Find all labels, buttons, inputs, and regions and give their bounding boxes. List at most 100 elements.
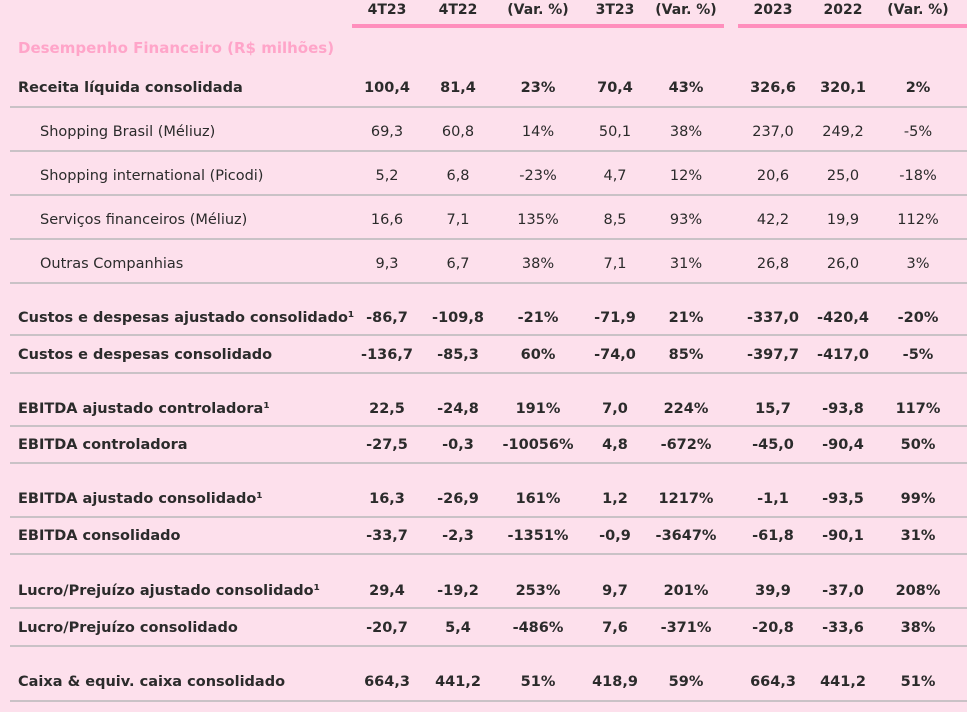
cell-var-q: 60% <box>520 347 556 363</box>
cell-2022: -33,6 <box>822 620 864 636</box>
cell-4t22: 7,1 <box>446 212 470 228</box>
row-separator <box>10 372 967 374</box>
col-header-var-y: (Var. %) <box>887 2 949 18</box>
cell-4t23: 16,3 <box>369 491 405 507</box>
cell-2022: 249,2 <box>822 124 864 140</box>
cell-var-3t: 201% <box>663 583 709 599</box>
cell-2022: -420,4 <box>817 310 869 326</box>
cell-var-q: 253% <box>515 583 561 599</box>
cell-3t23: 4,8 <box>602 437 628 453</box>
cell-var-3t: 21% <box>668 310 704 326</box>
cell-2023: 42,2 <box>756 212 790 228</box>
cell-3t23: 1,2 <box>602 491 628 507</box>
row-label: Lucro/Prejuízo ajustado consolidado¹ <box>18 583 320 599</box>
cell-2022: -93,8 <box>822 401 864 417</box>
cell-3t23: 50,1 <box>598 124 632 140</box>
cell-var-3t: 1217% <box>658 491 714 507</box>
cell-2023: 20,6 <box>756 168 790 184</box>
cell-3t23: 8,5 <box>603 212 627 228</box>
header-underline-quarter <box>352 24 724 28</box>
cell-2023: 39,9 <box>755 583 791 599</box>
cell-2022: -417,0 <box>817 347 869 363</box>
cell-var-q: 38% <box>521 256 555 272</box>
row-label: Custos e despesas ajustado consolidado¹ <box>18 310 355 326</box>
cell-2023: -20,8 <box>752 620 794 636</box>
cell-4t23: 22,5 <box>369 401 405 417</box>
cell-4t22: -19,2 <box>437 583 479 599</box>
table-row: Custos e despesas ajustado consolidado¹ … <box>0 308 967 348</box>
cell-2023: -45,0 <box>752 437 794 453</box>
cell-var-q: 191% <box>515 401 561 417</box>
row-separator <box>10 238 967 240</box>
row-separator <box>10 106 967 108</box>
cell-2023: 26,8 <box>756 256 790 272</box>
cell-var-y: -5% <box>903 124 933 140</box>
cell-var-q: 51% <box>520 674 556 690</box>
cell-var-3t: 93% <box>669 212 703 228</box>
cell-var-3t: -672% <box>660 437 712 453</box>
cell-2022: -90,1 <box>822 528 864 544</box>
cell-2022: 320,1 <box>820 80 866 96</box>
cell-var-y: 51% <box>900 674 936 690</box>
cell-var-y: -5% <box>902 347 934 363</box>
row-separator <box>10 334 967 336</box>
row-label: Lucro/Prejuízo consolidado <box>18 620 238 636</box>
cell-2022: 26,0 <box>826 256 860 272</box>
table-row: EBITDA ajustado controladora¹ 22,5 -24,8… <box>0 399 967 439</box>
cell-var-3t: 43% <box>668 80 704 96</box>
table-row: Lucro/Prejuízo consolidado -20,7 5,4 -48… <box>0 618 967 658</box>
cell-var-y: 208% <box>895 583 941 599</box>
row-label: EBITDA controladora <box>18 437 188 453</box>
cell-3t23: -0,9 <box>599 528 631 544</box>
row-separator <box>10 282 967 284</box>
row-separator <box>10 700 967 702</box>
cell-2023: -397,7 <box>747 347 799 363</box>
cell-var-3t: 85% <box>668 347 704 363</box>
table-row: Caixa & equiv. caixa consolidado 664,3 4… <box>0 672 967 712</box>
cell-4t22: -24,8 <box>437 401 479 417</box>
cell-var-q: -486% <box>512 620 564 636</box>
cell-var-y: 31% <box>900 528 936 544</box>
row-separator <box>10 553 967 555</box>
cell-4t22: -109,8 <box>432 310 484 326</box>
cell-4t23: -33,7 <box>366 528 408 544</box>
cell-4t22: -26,9 <box>437 491 479 507</box>
table-row: EBITDA controladora -27,5 -0,3 -10056% 4… <box>0 435 967 475</box>
section-title: Desempenho Financeiro (R$ milhões) <box>18 39 335 57</box>
row-label: Serviços financeiros (Méliuz) <box>40 212 248 228</box>
cell-var-3t: -3647% <box>655 528 717 544</box>
cell-4t22: -2,3 <box>442 528 474 544</box>
col-header-4t22: 4T22 <box>438 2 478 18</box>
cell-4t23: 5,2 <box>375 168 399 184</box>
cell-var-3t: 12% <box>669 168 703 184</box>
cell-4t23: 69,3 <box>370 124 404 140</box>
cell-var-y: -20% <box>897 310 939 326</box>
cell-3t23: 7,6 <box>602 620 628 636</box>
col-header-var-q: (Var. %) <box>507 2 569 18</box>
cell-var-y: 112% <box>897 212 939 228</box>
cell-3t23: -71,9 <box>594 310 636 326</box>
cell-var-y: 2% <box>905 80 931 96</box>
cell-2023: 237,0 <box>752 124 794 140</box>
row-label: Custos e despesas consolidado <box>18 347 273 363</box>
table-row: Custos e despesas consolidado -136,7 -85… <box>0 345 967 385</box>
cell-4t23: -27,5 <box>366 437 408 453</box>
col-header-2023: 2023 <box>753 2 793 18</box>
cell-3t23: 418,9 <box>592 674 638 690</box>
row-label: Caixa & equiv. caixa consolidado <box>18 674 286 690</box>
cell-4t22: 6,7 <box>446 256 470 272</box>
cell-2022: 25,0 <box>826 168 860 184</box>
cell-3t23: 7,0 <box>602 401 628 417</box>
row-label: Outras Companhias <box>40 256 184 272</box>
row-label: Shopping international (Picodi) <box>40 168 264 184</box>
col-header-2022: 2022 <box>823 2 863 18</box>
row-label: EBITDA consolidado <box>18 528 181 544</box>
cell-3t23: 70,4 <box>597 80 633 96</box>
cell-var-3t: 224% <box>663 401 709 417</box>
cell-var-3t: 59% <box>668 674 704 690</box>
cell-var-q: 135% <box>517 212 559 228</box>
cell-var-q: 23% <box>520 80 556 96</box>
cell-var-y: 117% <box>895 401 941 417</box>
cell-4t23: -20,7 <box>366 620 408 636</box>
cell-2023: -337,0 <box>747 310 799 326</box>
